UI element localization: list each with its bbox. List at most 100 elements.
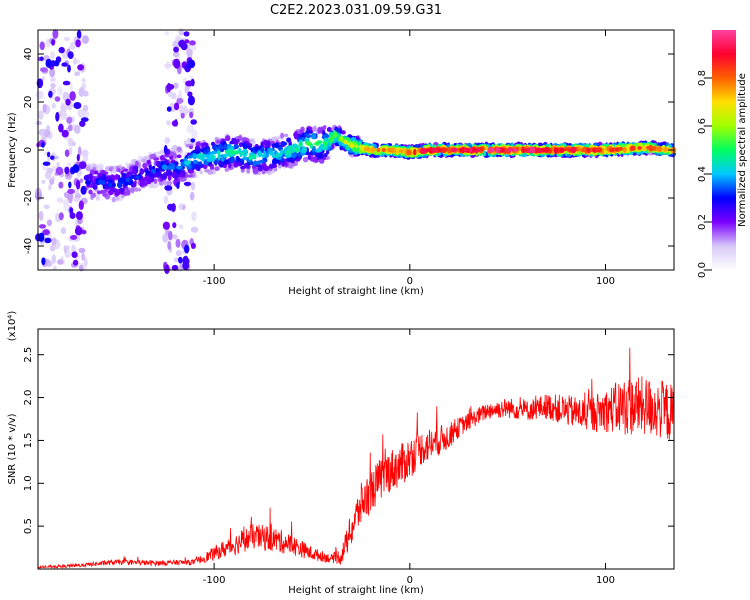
heatmap-cell [186, 42, 191, 50]
heatmap-cell [257, 151, 263, 158]
heatmap-cell [99, 189, 106, 195]
heatmap-cell [198, 161, 203, 167]
heatmap-cell [77, 64, 84, 71]
heatmap-cell [44, 237, 52, 244]
heatmap-cell [68, 147, 73, 155]
heatmap-cell [187, 155, 193, 159]
heatmap-cell [242, 156, 248, 160]
heatmap-cell [619, 146, 623, 151]
heatmap-cell [148, 164, 153, 171]
heatmap-cell [81, 252, 86, 261]
heatmap-cell [166, 106, 172, 112]
heatmap-cell [172, 222, 177, 229]
heatmap-cell [189, 111, 194, 119]
heatmap-cell [75, 39, 81, 48]
y-tick-label: 0.5 [23, 518, 34, 534]
heatmap-cell [142, 163, 148, 169]
heatmap-cell [175, 250, 182, 257]
heatmap-cell [184, 39, 190, 44]
heatmap-cell [190, 138, 196, 143]
heatmap-cell [169, 171, 173, 176]
heatmap-cell [268, 164, 275, 169]
heatmap-cell [78, 200, 84, 210]
heatmap-cell [157, 151, 163, 155]
heatmap-cell [186, 137, 191, 144]
heatmap-cell [570, 147, 575, 153]
heatmap-cell [189, 191, 195, 201]
heatmap-cell [65, 98, 71, 106]
heatmap-cell [166, 138, 171, 143]
heatmap-cell [58, 46, 65, 54]
heatmap-cell [176, 97, 184, 104]
heatmap-cell [121, 173, 127, 177]
heatmap-cell [71, 141, 76, 147]
heatmap-cell [77, 108, 86, 117]
heatmap-cell [305, 134, 312, 139]
heatmap-cell [141, 158, 147, 163]
heatmap-cell [381, 148, 387, 152]
heatmap-cell [40, 67, 48, 73]
heatmap-cell [225, 135, 231, 142]
heatmap-cell [213, 160, 219, 165]
heatmap-cell [164, 63, 172, 68]
heatmap-cell [184, 85, 190, 94]
heatmap-cell [189, 145, 193, 150]
heatmap-cell [135, 167, 139, 174]
heatmap-cell [62, 198, 69, 207]
snr-panel: -100 0 100 0.5 1.0 1.5 2.0 2.5 Height of strai… [7, 311, 675, 596]
heatmap-cell [494, 147, 501, 153]
heatmap-cell [74, 226, 83, 236]
heatmap-cell [389, 147, 396, 154]
heatmap-cell [284, 149, 291, 156]
heatmap-cell [48, 184, 52, 191]
heatmap-cell [41, 179, 46, 184]
heatmap-cell [186, 48, 193, 57]
heatmap-cell [216, 150, 221, 155]
snr-y-label: SNR (10 * v/v) [7, 413, 18, 484]
y-tick-label: 1.0 [23, 475, 34, 491]
heatmap-cell [51, 237, 57, 246]
heatmap-cell [332, 131, 338, 138]
heatmap-cell [85, 180, 92, 185]
heatmap-cell [597, 147, 602, 153]
heatmap-cell [126, 171, 133, 176]
heatmap-cell [70, 235, 78, 240]
heatmap-cell [586, 147, 590, 153]
heatmap-cell [274, 142, 280, 149]
heatmap-cell [50, 155, 55, 160]
heatmap-cell [354, 144, 359, 149]
heatmap-cell [308, 130, 312, 134]
heatmap-cell [80, 185, 87, 195]
heatmap-cell [164, 31, 170, 36]
heatmap-cell [311, 150, 317, 155]
heatmap-cell [78, 247, 86, 253]
heatmap-cell [66, 116, 73, 125]
heatmap-cell [68, 124, 73, 132]
heatmap-cell [190, 226, 199, 233]
heatmap-cell [163, 195, 169, 204]
x-tick-label: 0 [407, 276, 413, 287]
heatmap-cell [82, 35, 89, 44]
heatmap-cell [53, 155, 59, 160]
heatmap-cell [307, 154, 312, 160]
heatmap-cell [166, 83, 175, 90]
heatmap-cell [176, 182, 180, 189]
colorbar: 0.0 0.2 0.4 0.6 0.8 Normalized spectral ampl… [697, 30, 748, 278]
y-tick-label: -40 [23, 238, 34, 254]
heatmap-cell [67, 51, 74, 59]
x-tick-label: 0 [407, 575, 413, 586]
heatmap-cell [130, 187, 135, 193]
heatmap-cell [252, 153, 257, 160]
heatmap-cell [54, 60, 60, 67]
spectrogram-marks [34, 28, 677, 275]
heatmap-cell [90, 192, 96, 198]
heatmap-cell [171, 166, 175, 170]
heatmap-cell [187, 95, 195, 106]
colorbar-tick-label: 0.2 [697, 214, 708, 230]
heatmap-cell [192, 153, 197, 160]
heatmap-cell [41, 257, 46, 266]
heatmap-cell [191, 181, 196, 191]
heatmap-cell [75, 179, 81, 190]
heatmap-cell [173, 58, 181, 69]
heatmap-cell [49, 178, 55, 185]
